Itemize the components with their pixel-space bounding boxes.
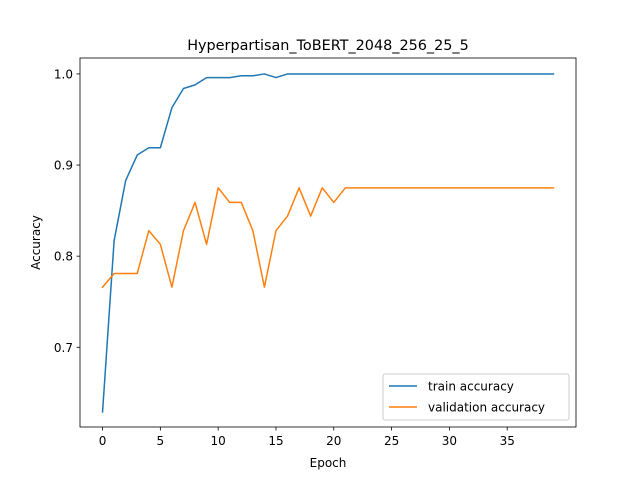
x-tick-label: 5 <box>157 434 165 448</box>
series-line-validation <box>101 187 555 289</box>
x-tick-label: 35 <box>500 434 515 448</box>
x-tick-label: 15 <box>268 434 283 448</box>
x-axis-label: Epoch <box>310 456 347 470</box>
y-tick-label: 1.0 <box>54 67 73 81</box>
plot-lines <box>101 73 555 413</box>
y-tick-label: 0.8 <box>54 250 73 264</box>
legend: train accuracy validation accuracy <box>382 373 570 421</box>
y-axis-ticks: 0.7 0.8 0.9 1.0 <box>54 67 80 355</box>
legend-label-validation: validation accuracy <box>428 401 545 415</box>
x-axis-ticks: 0 5 10 15 20 25 30 35 <box>99 427 515 448</box>
series-line-train <box>101 73 555 413</box>
legend-label-train: train accuracy <box>428 380 514 394</box>
y-tick-label: 0.7 <box>54 341 73 355</box>
y-tick-label: 0.9 <box>54 159 73 173</box>
x-tick-label: 10 <box>211 434 226 448</box>
y-axis-label: Accuracy <box>29 215 43 270</box>
x-tick-label: 0 <box>99 434 107 448</box>
x-tick-label: 25 <box>384 434 399 448</box>
x-tick-label: 30 <box>442 434 457 448</box>
legend-box <box>382 373 570 421</box>
chart-title: Hyperpartisan_ToBERT_2048_256_25_5 <box>187 38 469 54</box>
plot-frame <box>79 57 577 428</box>
x-tick-label: 20 <box>326 434 341 448</box>
